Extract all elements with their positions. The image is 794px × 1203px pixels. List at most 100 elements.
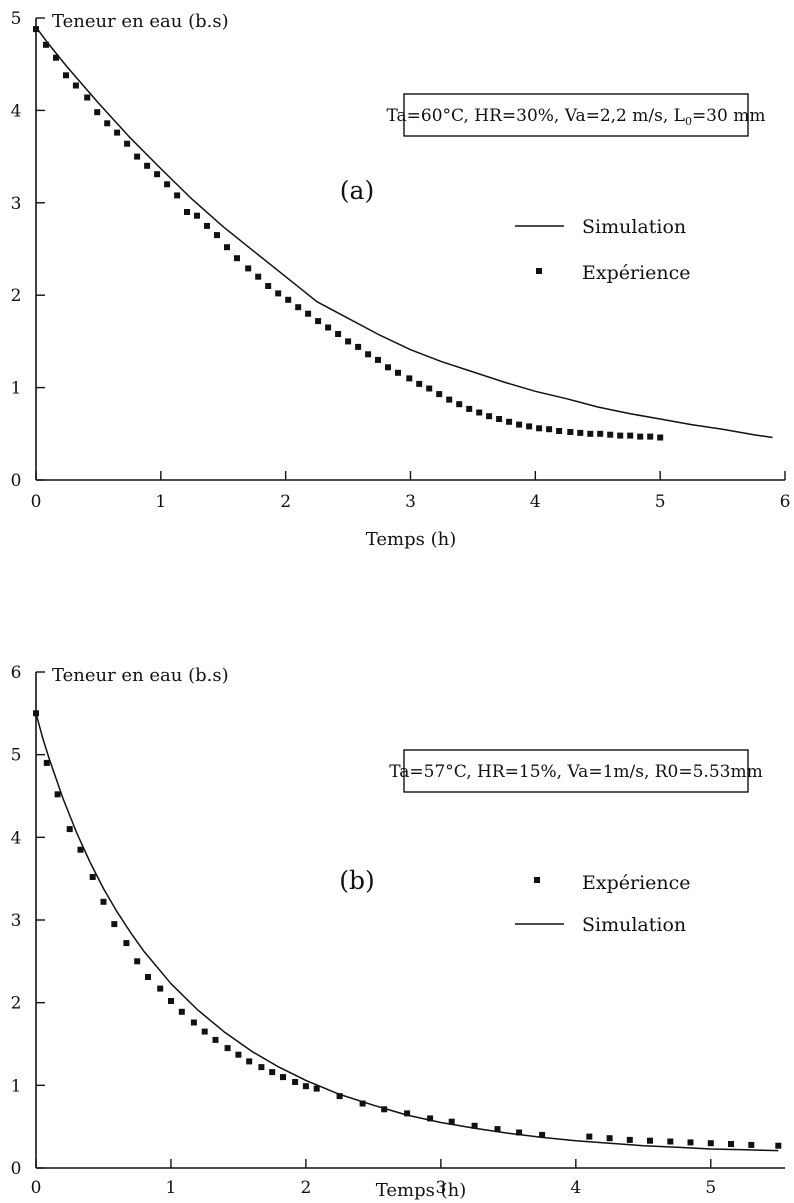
panel-a-experience-point [154,171,161,178]
panel-a-chart: 0 1 2 3 4 5 0 1 2 3 4 5 6 Teneur en eau (b.s) Temps … [11,9,791,550]
panel-a-y-tick-label: 3 [11,194,22,214]
panel-a-experience-point [214,232,220,239]
panel-a-y-tick-label: 4 [11,101,22,121]
panel-b-experience-point [516,1129,523,1136]
panel-b-experience-point [246,1058,253,1065]
panel-a-experience-point [587,430,594,437]
panel-b-legend: Expérience Simulation [515,872,691,936]
panel-b-experience-point [178,1008,185,1015]
panel-a-experience-point [577,429,584,436]
panel-a-experience-point [385,364,391,371]
panel-b-experience-point [123,940,130,947]
panel-b-x-tick-label: 3 [435,1178,446,1198]
panel-a-experience-point [204,222,210,229]
panel-b-experience-point [728,1141,734,1147]
panel-a-experience-point [456,401,463,408]
panel-b-condition-text: Ta=57°C, HR=15%, Va=1m/s, R0=5.53mm [389,762,762,782]
panel-b-experience-point [381,1106,388,1113]
panel-a-experience-point [335,331,342,337]
panel-a-experience-point [33,26,39,33]
panel-a-experience-point [657,434,664,441]
panel-b-experience-point [224,1045,231,1052]
panel-b-experience-point [427,1115,434,1122]
panel-a-x-tick-label: 5 [655,492,666,512]
panel-b-y-tick-label: 0 [11,1159,22,1179]
panel-a-simulation-line [35,26,773,439]
panel-b-experience-point [626,1136,633,1143]
panel-b-x-tick-label: 0 [31,1178,42,1198]
panel-b-y-tick-label: 5 [11,746,22,766]
panel-a-experience-point [164,181,171,188]
panel-a-condition-subscript: 0 [685,115,692,128]
panel-b-x-tick-label: 5 [705,1178,716,1198]
panel-a-experience-point [406,375,413,382]
panel-a-experience-point [84,94,91,101]
panel-a-legend-experience-label: Expérience [582,262,691,284]
panel-a-experience-point [567,429,574,435]
panel-a-experience-point [617,432,624,439]
panel-a-experience-point [345,338,352,345]
panel-a-experience-point [53,54,59,61]
panel-a-experience-point [234,255,240,262]
panel-a-experience-point [546,426,553,433]
panel-b-experience-point [606,1135,613,1142]
panel-a-experience-point [224,244,230,251]
panel-a-experience-point [637,433,644,440]
panel-a-legend-marker-swatch [536,268,542,274]
panel-a-experience-point [426,385,433,392]
panel-b-experience-point [667,1138,674,1145]
panel-a-experience-point [476,409,483,416]
panel-a-x-tick-label: 0 [31,492,42,512]
panel-a-x-tick-label: 4 [530,492,541,512]
panel-b-legend-marker-swatch [534,877,540,883]
panel-b-experience-point [54,791,61,798]
panel-a-experience-point [516,421,523,428]
panel-a-experience-point [255,273,262,280]
panel-a-experience-point [285,296,292,303]
panel-b-experience-point [168,998,174,1004]
panel-b-experience-point [190,1019,197,1026]
panel-b-chart: 0 1 2 3 4 5 6 0 1 2 3 4 5 Teneur en eau (b.s) Temps … [11,663,785,1201]
panel-b-x-tick-label: 4 [570,1178,581,1198]
panel-a-condition-part-2: =30 mm [692,106,766,126]
panel-b-experience-point [448,1118,455,1125]
panel-b-y-tick-label: 3 [11,911,22,931]
panel-b-y-tick-label: 1 [11,1076,22,1096]
panel-a-y-tick-label: 1 [11,379,22,399]
panel-a-experience-point [607,431,614,438]
panel-b-experience-point [404,1110,411,1117]
panel-a-experience-point [365,351,372,358]
panel-a-experience-point [315,318,322,325]
panel-b-experience-point [687,1139,694,1146]
panel-a-x-axis-label: Temps (h) [366,529,456,550]
panel-b-experience-point [539,1131,546,1138]
panel-b-experience-point [145,974,151,980]
panel-b-experience-point [212,1036,219,1043]
panel-b-experience-point [494,1126,501,1133]
panel-b-y-tick-label: 4 [11,828,22,848]
panel-b-experience-point [134,958,141,965]
panel-b-legend-experience-label: Expérience [582,872,691,894]
panel-b-experience-point [269,1069,276,1076]
panel-b-experience-point [302,1083,309,1090]
panel-b-experience-point [157,985,164,992]
panel-b-experience-point [586,1133,593,1140]
panel-a-legend-simulation-label: Simulation [582,216,686,238]
panel-b-y-tick-label: 2 [11,994,22,1014]
panel-b-x-axis-label: Temps (h) [376,1180,466,1201]
panel-a-experience-point [556,428,563,434]
panel-b-experience-point [111,921,118,928]
panel-a-experience-point [446,396,453,403]
panel-a-experience-point [375,356,381,363]
panel-a-marks [33,26,773,441]
panel-b-experience-point [280,1074,286,1081]
panel-a-experience-point [647,433,654,440]
panel-a-condition-box: Ta=60°C, HR=30%, Va=2,2 m/s, L0=30 mm [387,93,766,137]
panel-a-experience-point [597,430,604,437]
panel-a-experience-point [144,162,151,169]
panel-a-experience-point [496,416,503,422]
panel-b-panel-label: (b) [339,866,375,895]
panel-a-experience-point [134,153,141,160]
panel-b-experience-point [43,759,50,766]
